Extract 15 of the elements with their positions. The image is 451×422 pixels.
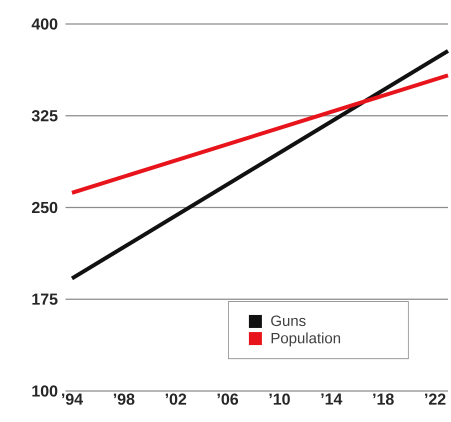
x-tick-label: ’18 xyxy=(373,394,394,405)
legend-label: Population xyxy=(272,332,340,346)
y-tick-label: 250 xyxy=(32,202,58,214)
y-tick-label: 100 xyxy=(32,385,58,397)
y-tick-label: 400 xyxy=(32,18,58,30)
legend-label: Guns xyxy=(271,315,306,326)
x-tick-label: ’14 xyxy=(321,394,342,404)
y-tick-label: 175 xyxy=(32,294,58,305)
y-tick-label: 325 xyxy=(32,110,58,122)
x-tick-label: ’02 xyxy=(166,394,186,405)
x-tick-label: ’10 xyxy=(269,394,290,405)
x-tick-label: ’98 xyxy=(114,394,134,405)
x-tick-label: ’22 xyxy=(425,394,446,405)
x-tick-label: ’94 xyxy=(62,394,83,405)
x-tick-label: ’06 xyxy=(218,394,238,405)
